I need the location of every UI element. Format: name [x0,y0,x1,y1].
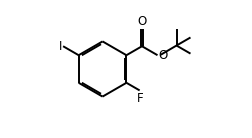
Text: O: O [158,49,168,62]
Text: I: I [59,40,62,53]
Text: F: F [137,92,144,105]
Text: O: O [137,14,147,28]
